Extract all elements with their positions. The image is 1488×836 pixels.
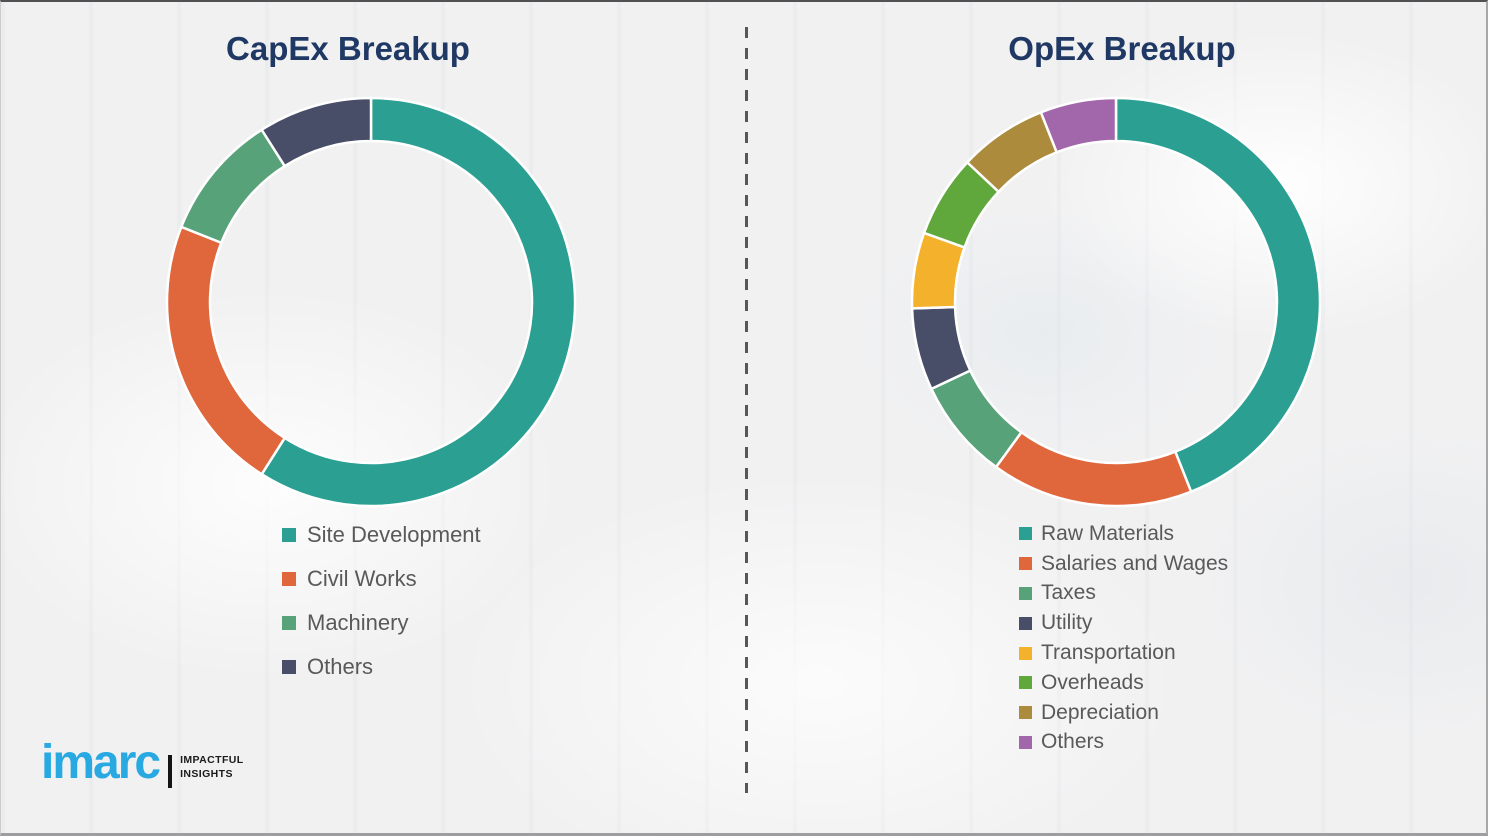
capex-donut-chart [165,96,577,508]
legend-swatch-machinery [282,616,296,630]
capex-legend: Site Development Civil Works Machinery Othe… [282,513,481,689]
capex-chart-title: CapEx Breakup [226,30,470,67]
legend-label: Transportation [1041,641,1176,665]
tagline-line-2: INSIGHTS [180,767,233,780]
legend-label: Others [1041,730,1105,754]
opex-chart-title: OpEx Breakup [1008,30,1236,67]
imarc-tagline: IMPACTFUL INSIGHTS [180,754,243,781]
legend-swatch-others [1019,735,1032,749]
legend-label: Depreciation [1041,700,1159,724]
donut-segment-machinery [179,128,287,245]
donut-segment-salaries-and-wages [994,430,1193,508]
donut-segment-civil-works [165,225,287,476]
legend-item-machinery: Machinery [282,601,481,645]
legend-label: Machinery [307,610,409,635]
donut-segment-site-development [259,96,577,508]
legend-label: Overheads [1041,670,1144,694]
donut-segment-raw-materials [1114,96,1322,494]
legend-swatch-civil-works [282,572,296,586]
legend-label: Taxes [1041,581,1096,605]
legend-label: Site Development [307,522,481,547]
legend-swatch-salaries-and-wages [1019,557,1032,571]
legend-item-depreciation: Depreciation [1019,698,1228,728]
legend-swatch-utility [1019,616,1032,630]
legend-label: Others [307,654,374,679]
panel-divider [745,27,748,793]
legend-item-taxes: Taxes [1019,579,1228,609]
opex-legend: Raw Materials Salaries and Wages Taxes Util… [1019,519,1228,757]
legend-label: Civil Works [307,566,417,591]
legend-swatch-overheads [1019,676,1032,690]
legend-swatch-others [282,660,296,674]
tagline-line-1: IMPACTFUL [180,754,244,766]
opex-donut-chart [910,96,1322,508]
legend-swatch-transportation [1019,646,1032,660]
legend-label: Salaries and Wages [1041,551,1229,575]
legend-swatch-site-development [282,528,296,542]
legend-item-utility: Utility [1019,608,1228,638]
legend-label: Utility [1041,611,1093,635]
legend-swatch-raw-materials [1019,527,1032,541]
legend-item-others: Others [282,645,481,689]
legend-item-salaries-and-wages: Salaries and Wages [1019,549,1228,579]
legend-item-raw-materials: Raw Materials [1019,519,1228,549]
donut-segment-others [1039,96,1118,154]
legend-item-site-development: Site Development [282,513,481,557]
legend-label: Raw Materials [1041,521,1175,545]
legend-item-transportation: Transportation [1019,638,1228,668]
imarc-brand-text: imarc [41,736,161,789]
donut-segment-others [259,96,373,168]
legend-item-overheads: Overheads [1019,668,1228,698]
legend-item-civil-works: Civil Works [282,557,481,601]
imarc-logo: imarc IMPACTFUL INSIGHTS [41,736,244,790]
legend-swatch-depreciation [1019,706,1032,720]
legend-item-others: Others [1019,728,1228,758]
donut-segment-taxes [929,368,1024,469]
legend-swatch-taxes [1019,586,1032,600]
logo-separator-bar [168,755,173,788]
